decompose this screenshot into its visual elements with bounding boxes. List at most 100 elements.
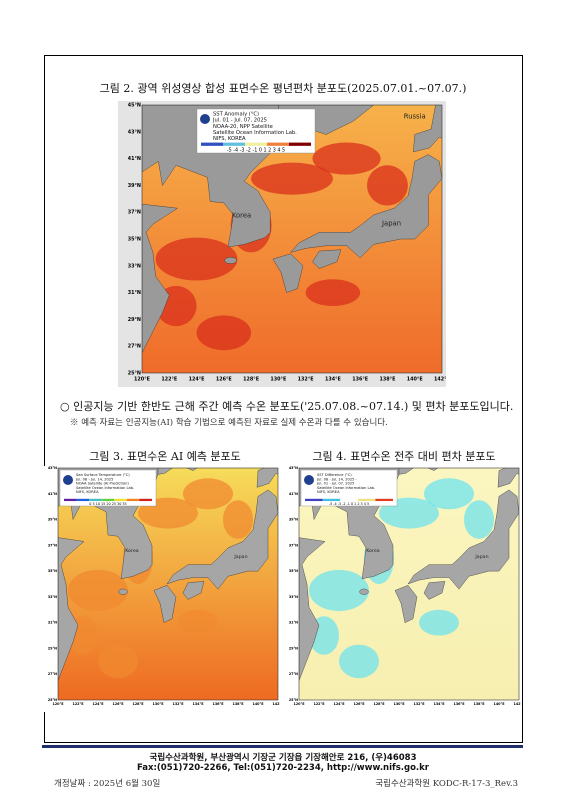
sst-patch <box>305 279 361 306</box>
land <box>182 581 205 600</box>
lon-tick: 134°E <box>193 702 205 706</box>
sst-patch <box>419 609 459 636</box>
map: SST Anomaly (°C)Jul. 01 - Jul. 07, 2025N… <box>118 101 446 387</box>
color-bar <box>223 142 245 146</box>
lon-tick: 128°E <box>133 702 145 706</box>
lon-tick: 132°E <box>173 702 185 706</box>
land <box>224 257 237 264</box>
color-bar <box>305 498 323 502</box>
lat-tick: 35°N <box>48 569 57 573</box>
lon-tick: 122°E <box>73 702 85 706</box>
sst-patch <box>367 165 408 206</box>
lat-tick: 41°N <box>289 492 298 496</box>
place-label: Japan <box>474 554 488 560</box>
sst-patch <box>196 315 252 351</box>
lat-tick: 31°N <box>289 621 298 625</box>
legend-text: SST Difference (°C) <box>317 473 352 477</box>
lon-tick: 132°E <box>298 376 314 382</box>
lon-tick: 142°E <box>434 376 446 382</box>
figure-title: 그림 3. 표면수온 AI 예측 분포도 <box>89 450 241 463</box>
lat-tick: 43°N <box>289 466 298 470</box>
sst-patch <box>309 569 369 612</box>
logo <box>304 475 314 485</box>
land <box>157 468 198 475</box>
color-bar <box>126 498 140 502</box>
lat-tick: 25°N <box>128 371 141 377</box>
revision-date: 개정날짜 : 2025년 6월 30일 <box>54 779 161 789</box>
sst-patch <box>223 500 253 539</box>
lon-tick: 126°E <box>216 376 232 382</box>
lat-tick: 37°N <box>289 543 298 547</box>
lon-tick: 124°E <box>93 702 105 706</box>
lat-tick: 37°N <box>48 543 57 547</box>
lat-tick: 29°N <box>289 646 298 650</box>
legend-text: Jul. 08 - Jul. 14, 2025 - <box>316 477 358 481</box>
lon-tick: 136°E <box>213 702 225 706</box>
color-bar <box>357 498 376 502</box>
color-bar <box>76 498 90 502</box>
legend-text: Jul. 01 - Jul. 07, 2025 <box>212 118 267 124</box>
lat-tick: 39°N <box>128 183 141 189</box>
figure-title: 그림 4. 표면수온 전주 대비 편차 분포도 <box>312 450 496 463</box>
lon-tick: 142°E <box>514 702 522 706</box>
lat-tick: 39°N <box>289 518 298 522</box>
lon-tick: 128°E <box>374 702 386 706</box>
land <box>394 585 418 623</box>
lon-tick: 134°E <box>325 376 341 382</box>
logo <box>200 114 210 124</box>
lon-tick: 130°E <box>270 376 286 382</box>
lon-tick: 120°E <box>134 376 150 382</box>
lon-tick: 136°E <box>352 376 368 382</box>
lat-tick: 39°N <box>48 518 57 522</box>
lat-tick: 29°N <box>128 317 141 323</box>
color-bar <box>322 498 341 502</box>
lat-tick: 25°N <box>289 698 298 702</box>
lat-tick: 27°N <box>128 344 141 350</box>
sst-patch <box>312 142 381 175</box>
land <box>398 468 439 475</box>
lat-tick: 27°N <box>289 672 298 676</box>
land <box>58 537 85 681</box>
color-bar <box>267 142 289 146</box>
place-label: Japan <box>233 554 247 560</box>
note: ※ 예측 자료는 인공지능(AI) 학습 기법으로 예측된 자료로 실제 수온과… <box>70 418 388 428</box>
lat-tick: 35°N <box>128 237 141 243</box>
lon-tick: 136°E <box>454 702 466 706</box>
map-border <box>57 467 279 701</box>
land <box>407 489 519 590</box>
lon-tick: 132°E <box>414 702 426 706</box>
lon-tick: 142°E <box>273 702 281 706</box>
lon-tick: 126°E <box>354 702 366 706</box>
land <box>153 585 177 623</box>
sst-patch <box>68 569 128 612</box>
sst-patch <box>339 644 379 679</box>
legend-text: Satellite Ocean Information Lab. <box>213 130 297 136</box>
footer-address: 국립수산과학원, 부산광역시 기장군 기장읍 기장해안로 216, (우)460… <box>149 753 417 763</box>
lat-tick: 33°N <box>48 595 57 599</box>
legend-text: NOAA-20, NPP Satellite <box>213 124 273 130</box>
legend-text: NIFS, KOREA <box>213 136 246 142</box>
color-bar <box>139 498 152 502</box>
place-label: Korea <box>366 548 379 554</box>
legend-text: Satellite Ocean Information Lab. <box>317 486 375 490</box>
lon-tick: 138°E <box>380 376 396 382</box>
place-label: Korea <box>125 548 138 554</box>
color-bar <box>89 498 102 502</box>
place-label: Korea <box>232 212 251 220</box>
color-bar <box>375 498 393 502</box>
land <box>359 588 369 595</box>
lon-tick: 126°E <box>113 702 125 706</box>
lat-tick: 29°N <box>48 646 57 650</box>
lon-tick: 140°E <box>253 702 265 706</box>
lat-tick: 45°N <box>128 103 141 109</box>
color-bar <box>101 498 115 502</box>
bullet: ○ 인공지능 기반 한반도 근해 주간 예측 수온 분포도('25.07.08.… <box>60 400 514 413</box>
legend-text: Jul. 08 - Jul. 14, 2025 <box>75 477 113 481</box>
lon-tick: 120°E <box>294 702 306 706</box>
place-label: Japan <box>381 220 401 228</box>
lat-tick: 43°N <box>48 466 57 470</box>
lon-tick: 124°E <box>189 376 205 382</box>
lat-tick: 25°N <box>48 698 57 702</box>
lat-tick: 27°N <box>48 672 57 676</box>
